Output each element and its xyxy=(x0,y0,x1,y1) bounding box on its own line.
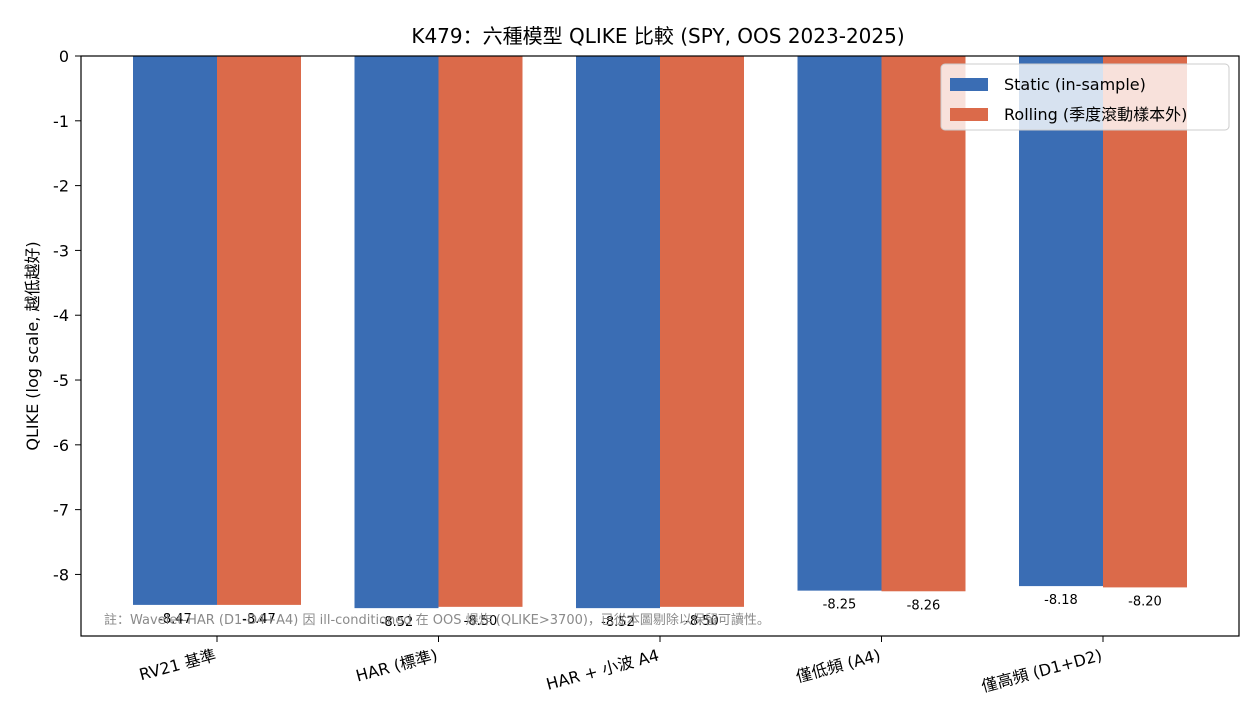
x-tick-label: HAR + 小波 A4 xyxy=(544,646,661,694)
y-axis-label: QLIKE (log scale, 越低越好) xyxy=(23,241,42,450)
legend-label-static: Static (in-sample) xyxy=(1004,75,1146,94)
bar-rolling-3 xyxy=(881,56,966,592)
data-label-static-1: -8.52 xyxy=(380,615,414,630)
legend-swatch-static xyxy=(950,78,988,91)
bar-rolling-0 xyxy=(217,56,301,605)
y-tick-label: -3 xyxy=(53,241,69,260)
data-label-static-0: -8.47 xyxy=(158,612,192,627)
data-label-rolling-4: -8.20 xyxy=(1128,594,1162,609)
bar-static-4 xyxy=(1019,56,1103,587)
x-tick-label: 僅低頻 (A4) xyxy=(794,646,883,687)
legend-box xyxy=(940,63,1230,131)
y-tick-label: -1 xyxy=(53,112,69,131)
y-tick-label: -8 xyxy=(53,565,69,584)
bar-static-2 xyxy=(576,56,660,609)
annotation-note: 註：Wavelet-HAR (D1-D4+A4) 因 ill-condition… xyxy=(104,613,770,628)
y-tick-label: 0 xyxy=(59,47,69,66)
bar-rolling-4 xyxy=(1103,56,1187,588)
data-label-static-2: -8.52 xyxy=(601,615,635,630)
data-labels-layer: -8.47 -8.52 -8.52 -8.25 -8.18 -8.47 -8.50 -8.50… xyxy=(158,593,1162,630)
data-label-rolling-1: -8.50 xyxy=(464,614,498,629)
y-tick-label: -7 xyxy=(53,501,69,520)
chart-title: K479：六種模型 QLIKE 比較 (SPY, OOS 2023-2025) xyxy=(411,24,904,48)
data-label-static-4: -8.18 xyxy=(1044,593,1078,608)
bar-rolling-2 xyxy=(660,56,744,607)
y-axis: 0 -1 -2 -3 -4 -5 -6 -7 -8 xyxy=(53,47,81,584)
bar-rolling-1 xyxy=(438,56,523,607)
data-label-static-3: -8.25 xyxy=(823,598,857,613)
data-label-rolling-3: -8.26 xyxy=(907,598,941,613)
x-tick-label: 僅高頻 (D1+D2) xyxy=(979,646,1104,696)
legend-swatch-rolling xyxy=(950,108,988,121)
bar-static-0 xyxy=(133,56,217,605)
bars-layer xyxy=(133,56,1187,609)
x-tick-label: HAR (標準) xyxy=(354,646,440,686)
bar-static-3 xyxy=(797,56,882,591)
x-tick-label: RV21 基準 xyxy=(137,646,218,685)
data-label-rolling-2: -8.50 xyxy=(685,614,719,629)
legend-label-rolling: Rolling (季度滾動樣本外) xyxy=(1004,105,1187,124)
y-tick-label: -2 xyxy=(53,177,69,196)
y-tick-label: -4 xyxy=(53,306,69,325)
bar-static-1 xyxy=(354,56,439,609)
legend: Static (in-sample) Rolling (季度滾動樣本外) xyxy=(940,63,1230,131)
x-axis: RV21 基準 HAR (標準) HAR + 小波 A4 僅低頻 (A4) 僅高頻 (D… xyxy=(137,636,1104,696)
y-tick-label: -6 xyxy=(53,436,69,455)
data-label-rolling-0: -8.47 xyxy=(242,612,276,627)
y-tick-label: -5 xyxy=(53,371,69,390)
